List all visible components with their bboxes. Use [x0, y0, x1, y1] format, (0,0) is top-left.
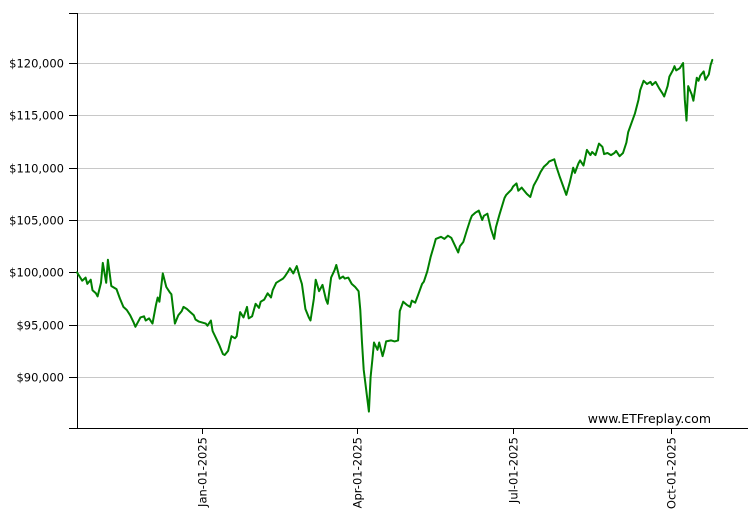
- x-tick-label: Apr-01-2025: [351, 437, 365, 508]
- y-tick-label: $115,000: [9, 109, 64, 123]
- y-tick-label: $120,000: [9, 57, 64, 71]
- price-line: [76, 58, 714, 413]
- x-tick-label: Oct-01-2025: [665, 437, 679, 509]
- y-tick-label: $95,000: [16, 319, 64, 333]
- watermark-text: www.ETFreplay.com: [588, 411, 711, 426]
- y-tick-label: $110,000: [9, 162, 64, 176]
- y-tick-label: $100,000: [9, 266, 64, 280]
- y-tick-label: $105,000: [9, 214, 64, 228]
- x-tick-label: Jul-01-2025: [507, 437, 521, 504]
- x-tick-label: Jan-01-2025: [196, 437, 210, 508]
- y-tick-label: $90,000: [16, 371, 64, 385]
